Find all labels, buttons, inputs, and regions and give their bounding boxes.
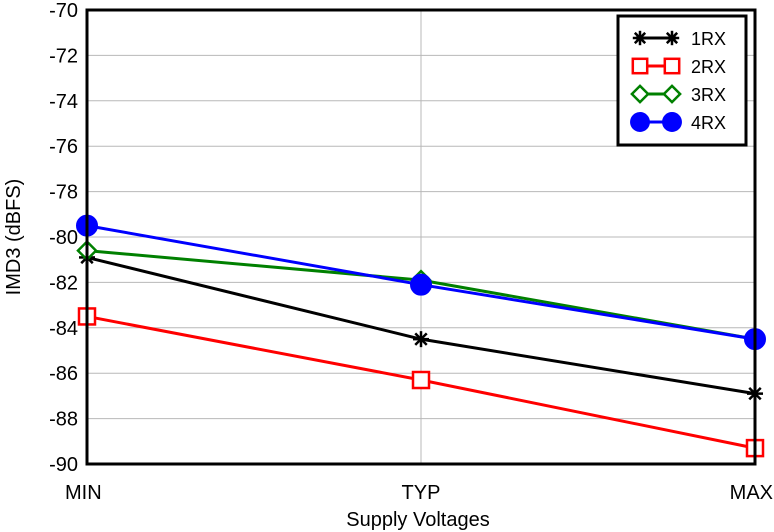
legend-item-4rx: 4RX xyxy=(630,112,726,133)
marker-square xyxy=(411,370,431,390)
series-4rx xyxy=(76,214,766,351)
marker-diamond xyxy=(630,84,650,104)
y-tick-label: -72 xyxy=(49,45,78,67)
y-axis-title: IMD3 (dBFS) xyxy=(3,179,25,296)
x-axis-title: Supply Voltages xyxy=(346,509,489,531)
legend-label: 4RX xyxy=(691,113,726,133)
legend-item-1rx: 1RX xyxy=(632,29,726,49)
legend-label: 3RX xyxy=(691,85,726,105)
y-tick-label: -82 xyxy=(49,272,78,294)
marker-asterisk xyxy=(413,331,429,348)
y-tick-labels: -70 -72 -74 -76 -78 -80 -82 -84 -86 -88 -90 xyxy=(49,0,78,476)
marker-asterisk xyxy=(664,30,680,46)
plot-frame xyxy=(85,8,757,466)
marker-circle xyxy=(662,112,682,132)
y-tick-label: -76 xyxy=(49,136,78,158)
y-tick-label: -78 xyxy=(49,182,78,204)
y-tick-label: -70 xyxy=(49,0,78,22)
x-tick-label: MAX xyxy=(730,482,773,504)
marker-diamond xyxy=(662,84,682,104)
marker-square xyxy=(663,57,681,75)
y-tick-label: -90 xyxy=(49,454,78,476)
legend-item-3rx: 3RX xyxy=(630,84,726,105)
y-tick-label: -80 xyxy=(49,227,78,249)
y-tick-label: -74 xyxy=(49,91,78,113)
y-tick-label: -84 xyxy=(49,318,78,340)
legend-label: 1RX xyxy=(691,29,726,49)
marker-square xyxy=(631,57,649,75)
legend-label: 2RX xyxy=(691,57,726,77)
y-tick-label: -86 xyxy=(49,363,78,385)
x-tick-label: TYP xyxy=(402,482,441,504)
series-layer xyxy=(76,214,766,458)
marker-asterisk xyxy=(632,30,648,46)
x-tick-labels: MIN TYP MAX xyxy=(65,482,773,504)
y-tick-label: -88 xyxy=(49,409,78,431)
marker-circle xyxy=(630,112,650,132)
legend-item-2rx: 2RX xyxy=(631,57,726,77)
marker-circle xyxy=(410,273,432,296)
x-tick-label: MIN xyxy=(65,482,102,504)
legend: 1RX 2RX 3RX 4RX xyxy=(616,14,748,147)
